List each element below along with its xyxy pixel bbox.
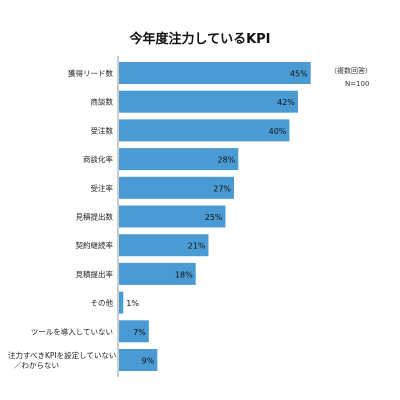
category-label-9: ツールを導入していない	[31, 326, 113, 336]
category-label-8: その他	[91, 298, 114, 308]
category-label-7: 見積提出率	[76, 269, 114, 279]
bar-5	[119, 205, 226, 228]
category-label-4: 受注率	[91, 183, 114, 193]
note-multiple-answer: （複数回答）	[330, 67, 372, 75]
note-sample-size: N=100	[345, 80, 370, 88]
category-label-0: 獲得リード数	[68, 68, 113, 78]
value-label-5: 25%	[205, 213, 223, 222]
bar-10	[119, 349, 158, 371]
bar-0	[119, 62, 311, 84]
category-label-10: 注力すべきKPIを設定していない／わからない	[8, 350, 116, 370]
bar-6	[119, 234, 209, 257]
value-label-3: 28%	[217, 156, 235, 165]
value-label-8: 1%	[126, 299, 139, 308]
chart-title: 今年度注力しているKPI	[129, 32, 271, 47]
category-label-5: 見積提出数	[76, 212, 114, 222]
value-label-6: 21%	[188, 242, 206, 251]
bar-3	[119, 148, 239, 171]
value-label-4: 27%	[213, 184, 231, 193]
bar-1	[119, 90, 298, 113]
bar-9	[119, 320, 149, 343]
category-label-10-line-1: ／わからない	[14, 361, 59, 370]
bar-7	[119, 262, 196, 285]
category-label-3: 商談化率	[83, 154, 113, 164]
bar-4	[119, 176, 235, 199]
category-label-10-line-0: 注力すべきKPIを設定していない	[8, 350, 116, 360]
value-label-1: 42%	[277, 98, 295, 107]
value-label-2: 40%	[269, 127, 287, 136]
category-label-6: 契約継続率	[76, 240, 114, 250]
value-label-10: 9%	[142, 357, 155, 366]
value-label-7: 18%	[175, 270, 193, 279]
bar-8	[119, 291, 124, 314]
category-label-2: 受注数	[91, 125, 114, 135]
value-label-9: 7%	[133, 328, 146, 337]
bar-2	[119, 119, 290, 142]
category-label-1: 商談数	[91, 97, 114, 107]
value-label-0: 45%	[290, 70, 308, 79]
